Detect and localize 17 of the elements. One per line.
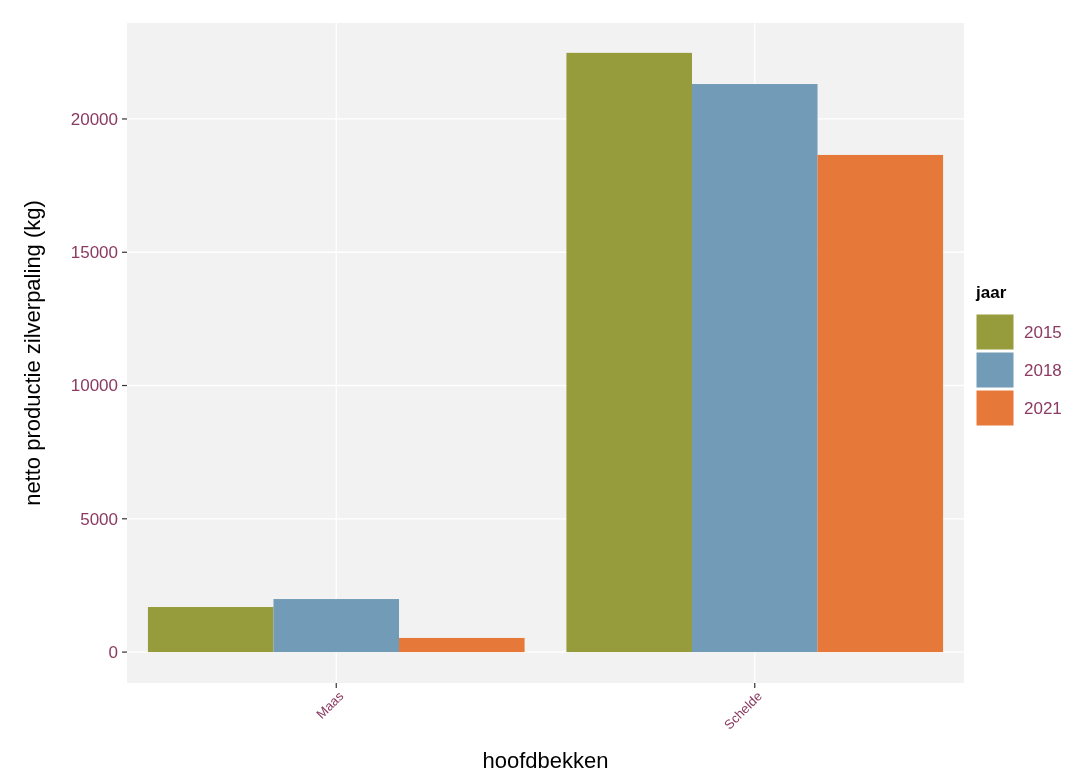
x-axis-title: hoofdbekken <box>482 748 609 773</box>
bar <box>147 607 274 653</box>
legend-title: jaar <box>975 282 1007 302</box>
bar <box>566 52 692 653</box>
bar <box>273 599 400 653</box>
legend-label: 2015 <box>1024 322 1062 342</box>
bar <box>399 637 525 653</box>
bar <box>691 84 818 653</box>
y-axis-title: netto productie zilverpaling (kg) <box>20 200 45 506</box>
bar <box>817 154 944 653</box>
y-tick-label: 5000 <box>80 509 118 529</box>
y-tick-label: 10000 <box>70 376 118 396</box>
legend-label: 2018 <box>1024 360 1062 380</box>
y-tick-label: 15000 <box>70 243 118 263</box>
legend-label: 2021 <box>1024 398 1062 418</box>
y-tick-label: 0 <box>108 643 118 663</box>
y-tick-label: 20000 <box>70 109 118 129</box>
